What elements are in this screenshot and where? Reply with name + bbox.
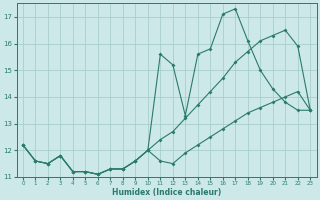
X-axis label: Humidex (Indice chaleur): Humidex (Indice chaleur) (112, 188, 221, 197)
